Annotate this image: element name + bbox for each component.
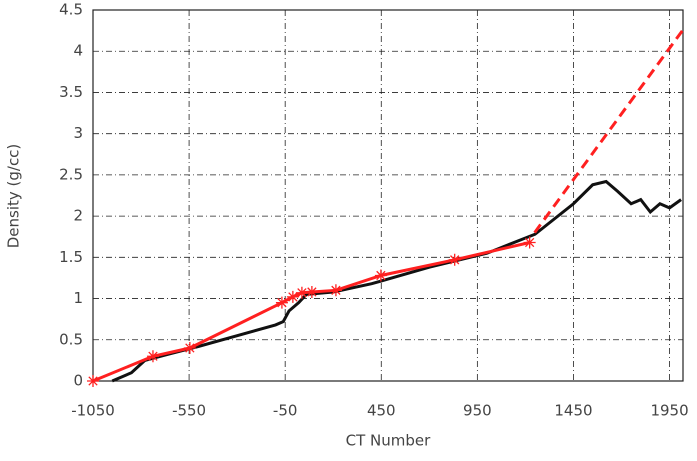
x-tick-label: 950 — [463, 402, 492, 420]
star-marker — [523, 236, 536, 249]
y-tick-label: 2 — [73, 207, 83, 225]
star-marker — [374, 269, 387, 282]
y-tick-label: 1.5 — [59, 248, 83, 266]
star-marker — [275, 296, 288, 309]
x-tick-label: -50 — [273, 402, 298, 420]
x-tick-label: 1950 — [650, 402, 688, 420]
data-line — [111, 179, 682, 383]
y-tick-label: 4 — [73, 42, 83, 60]
y-tick-label: 0.5 — [59, 330, 83, 348]
plot-frame — [92, 9, 684, 382]
star-marker — [87, 375, 99, 387]
star-marker — [183, 342, 196, 355]
y-tick-label: 0 — [73, 372, 83, 390]
star-marker — [305, 285, 318, 298]
data-line — [92, 241, 530, 383]
x-tick-label: 450 — [367, 402, 396, 420]
y-tick-label: 3.5 — [59, 83, 83, 101]
y-tick-label: 3 — [73, 124, 83, 142]
star-marker — [286, 290, 299, 303]
x-tick-label: -550 — [172, 402, 206, 420]
star-marker — [329, 284, 342, 297]
x-axis-label: CT Number — [346, 432, 431, 450]
x-tick-label: -1050 — [71, 402, 115, 420]
y-axis-label: Density (g/cc) — [5, 144, 23, 249]
star-marker — [448, 253, 461, 266]
x-tick-label: 1450 — [554, 402, 592, 420]
data-line — [533, 28, 685, 234]
y-tick-label: 2.5 — [59, 165, 83, 183]
star-marker — [295, 286, 308, 299]
y-tick-label: 4.5 — [59, 1, 83, 19]
star-marker — [146, 350, 159, 363]
y-tick-label: 1 — [73, 289, 83, 307]
